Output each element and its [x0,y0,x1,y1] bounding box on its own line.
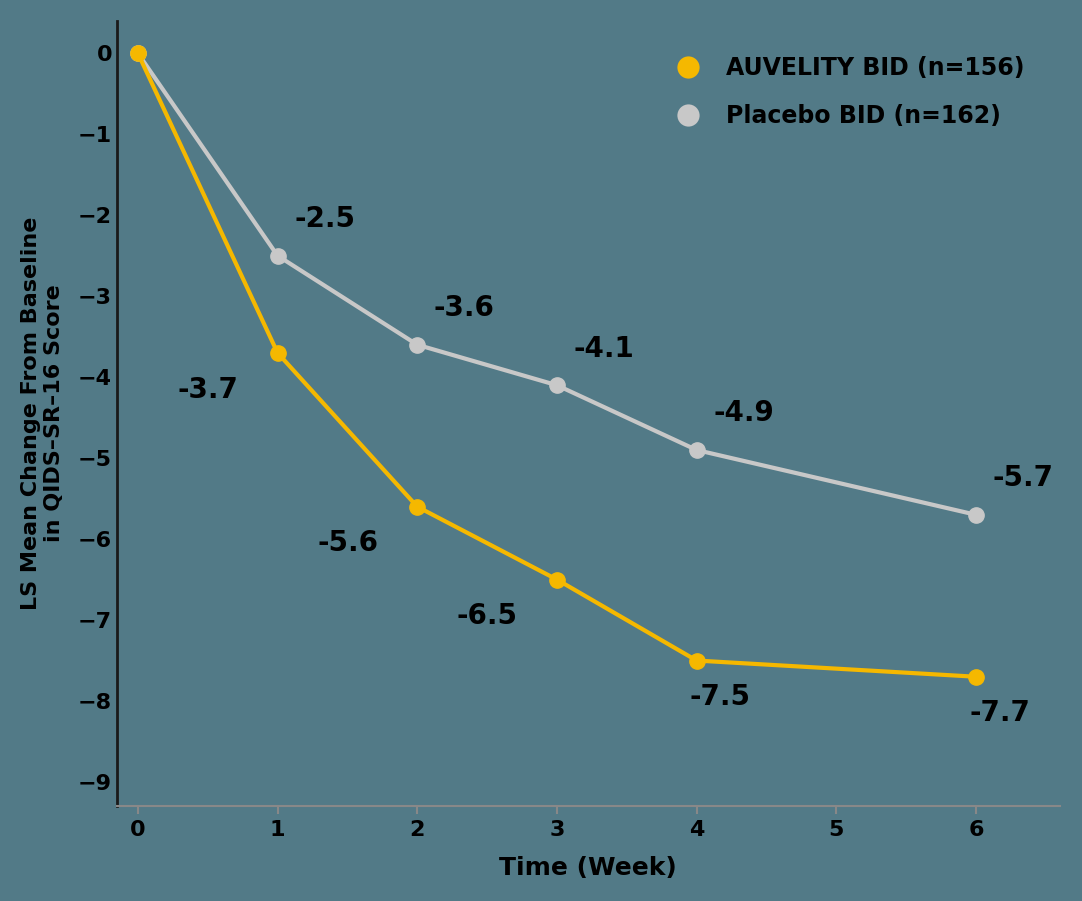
Text: -3.7: -3.7 [177,376,238,404]
X-axis label: Time (Week): Time (Week) [500,856,677,880]
Legend: AUVELITY BID (n=156), Placebo BID (n=162): AUVELITY BID (n=156), Placebo BID (n=162… [641,32,1048,151]
Text: -4.9: -4.9 [713,399,774,427]
Text: -6.5: -6.5 [457,602,518,630]
Text: -4.1: -4.1 [573,334,634,362]
Text: -2.5: -2.5 [294,205,355,233]
Text: -3.6: -3.6 [434,294,494,322]
Text: -7.7: -7.7 [969,699,1030,727]
Text: -5.7: -5.7 [993,464,1054,492]
Y-axis label: LS Mean Change From Baseline
in QIDS–SR–16 Score: LS Mean Change From Baseline in QIDS–SR–… [21,217,64,610]
Text: -7.5: -7.5 [689,683,751,711]
Text: -5.6: -5.6 [317,530,378,558]
